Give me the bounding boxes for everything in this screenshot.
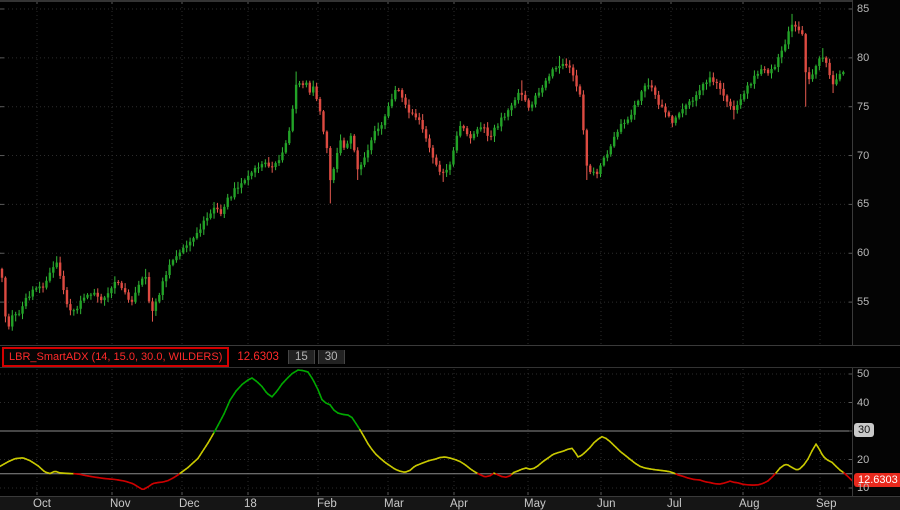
x-axis-label: Feb <box>317 498 337 510</box>
indicator-axis-label: 40 <box>857 396 870 409</box>
price-axis-label: 65 <box>857 198 870 211</box>
smartadx-line-plot[interactable] <box>0 369 853 490</box>
axis-separator-line <box>852 0 853 496</box>
level-30-axis-badge: 30 <box>854 423 875 437</box>
indicator-axis-label: 50 <box>857 368 870 380</box>
price-axis-label: 80 <box>857 51 870 64</box>
indicator-param-chip-15[interactable]: 15 <box>287 349 315 364</box>
price-axis-label: 70 <box>857 149 870 162</box>
x-axis-label: 18 <box>244 498 257 510</box>
x-axis-label: Jun <box>597 498 616 510</box>
price-axis-label: 85 <box>857 3 870 15</box>
price-axis[interactable] <box>853 0 900 345</box>
indicator-param-chip-30[interactable]: 30 <box>317 349 345 364</box>
candlestick-plot[interactable] <box>0 13 845 331</box>
x-axis-label: May <box>524 498 546 510</box>
indicator-axis-label: 10 <box>857 482 870 494</box>
indicator-value-axis-badge: 12.6303 <box>854 473 900 487</box>
indicator-level-lines <box>0 430 852 475</box>
x-axis-label: Sep <box>816 498 837 510</box>
indicator-axis-label: 20 <box>857 453 870 466</box>
x-axis-label: Dec <box>179 498 200 510</box>
x-axis-label: Nov <box>110 498 131 510</box>
price-axis-label: 55 <box>857 296 870 309</box>
price-axis-label: 60 <box>857 247 870 260</box>
x-axis-label: Mar <box>384 498 404 510</box>
gridlines <box>0 3 852 494</box>
time-axis[interactable] <box>0 496 900 510</box>
indicator-current-value: 12.6303 <box>237 350 279 363</box>
x-axis-label: Apr <box>450 498 468 510</box>
x-axis-label: Aug <box>739 498 760 510</box>
price-axis-label: 75 <box>857 100 870 113</box>
indicator-header: LBR_SmartADX (14, 15.0, 30.0, WILDERS) 1… <box>0 345 900 368</box>
x-axis-label: Jul <box>667 498 682 510</box>
edge-ticks <box>0 0 852 495</box>
x-axis-label: Oct <box>33 498 51 510</box>
top-frame-line <box>0 0 900 2</box>
indicator-label-box[interactable]: LBR_SmartADX (14, 15.0, 30.0, WILDERS) <box>2 346 230 367</box>
